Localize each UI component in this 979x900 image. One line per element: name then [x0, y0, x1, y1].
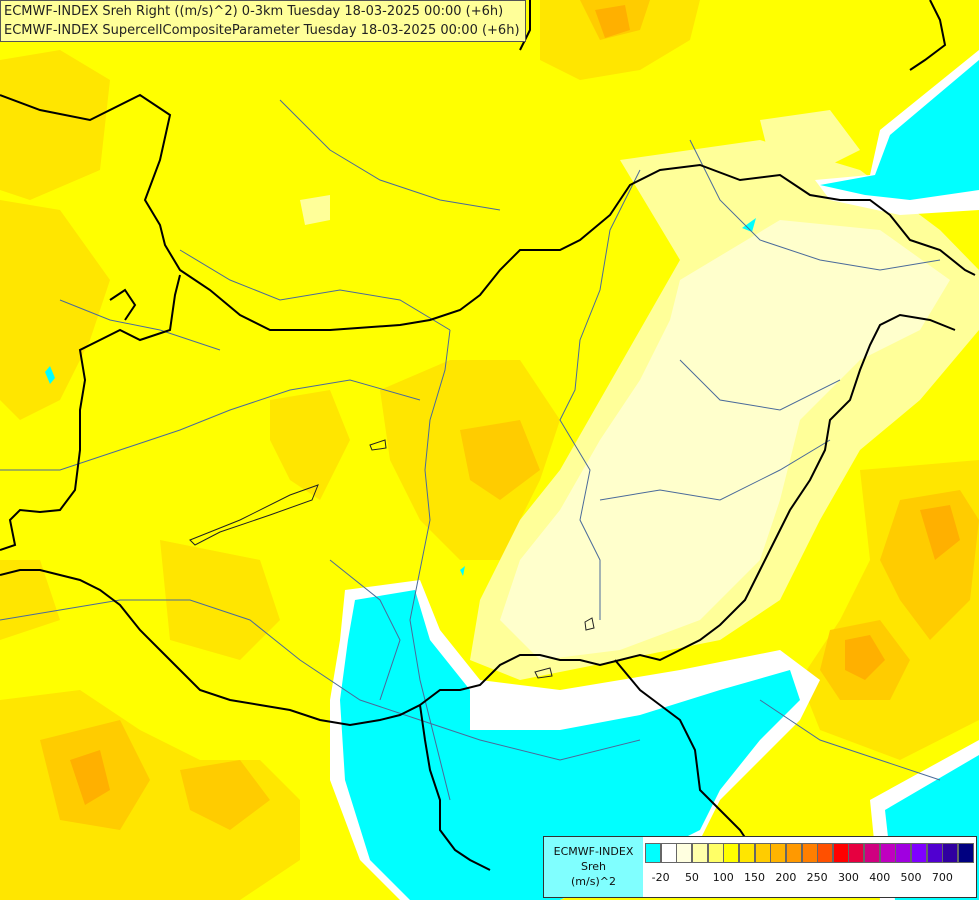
legend-swatch: [926, 843, 943, 863]
legend-tick-label: 400: [869, 871, 891, 884]
rivers: [0, 99, 941, 801]
legend-swatch: [848, 843, 865, 863]
legend-tick-label: 700: [931, 871, 953, 884]
map-title-line-2: ECMWF-INDEX SupercellCompositeParameter …: [4, 23, 520, 38]
legend-swatch: [958, 843, 974, 863]
legend-ticks: -20 50 100 150 200 250 300 400 500 700: [645, 871, 975, 887]
legend-label: ECMWF-INDEX Sreh (m/s)^2: [544, 837, 643, 897]
legend-tick-label: -20: [651, 871, 670, 884]
legend-label-line-2: Sreh: [580, 860, 606, 873]
legend-tick-label: 500: [900, 871, 922, 884]
legend-swatch: [754, 843, 771, 863]
legend-tick-label: 50: [684, 871, 699, 884]
legend-swatch: [738, 843, 755, 863]
legend-swatch: [817, 843, 834, 863]
legend-swatch: [660, 843, 677, 863]
legend-label-line-1: ECMWF-INDEX: [553, 845, 634, 858]
country-borders: [0, 0, 976, 871]
legend-tick-label: 150: [744, 871, 766, 884]
legend-tick-label: 200: [775, 871, 797, 884]
legend-tick-label: 300: [837, 871, 859, 884]
legend-swatch: [645, 843, 661, 863]
legend-tick-label: 250: [806, 871, 828, 884]
legend-swatch: [770, 843, 787, 863]
legend-swatches: [645, 843, 974, 865]
legend-tick-label: 100: [712, 871, 734, 884]
legend-swatch: [801, 843, 818, 863]
legend-swatch: [785, 843, 802, 863]
legend-swatch: [723, 843, 740, 863]
legend-swatch: [895, 843, 912, 863]
lakes: [189, 439, 595, 679]
color-legend: ECMWF-INDEX Sreh (m/s)^2 -20 50 100 150 200 2…: [543, 836, 977, 898]
legend-swatch: [707, 843, 724, 863]
map-title-line-1: ECMWF-INDEX Sreh Right ((m/s)^2) 0-3km T…: [4, 4, 504, 19]
cream-shading: [500, 220, 950, 660]
legend-label-line-3: (m/s)^2: [571, 875, 616, 888]
map-title-box: ECMWF-INDEX Sreh Right ((m/s)^2) 0-3km T…: [0, 0, 526, 42]
legend-swatch: [832, 843, 849, 863]
legend-swatch: [879, 843, 896, 863]
dark-orange-shading: [70, 5, 960, 805]
legend-swatch: [691, 843, 708, 863]
legend-swatch: [911, 843, 928, 863]
legend-swatch: [864, 843, 881, 863]
legend-swatch: [676, 843, 693, 863]
legend-swatch: [942, 843, 959, 863]
